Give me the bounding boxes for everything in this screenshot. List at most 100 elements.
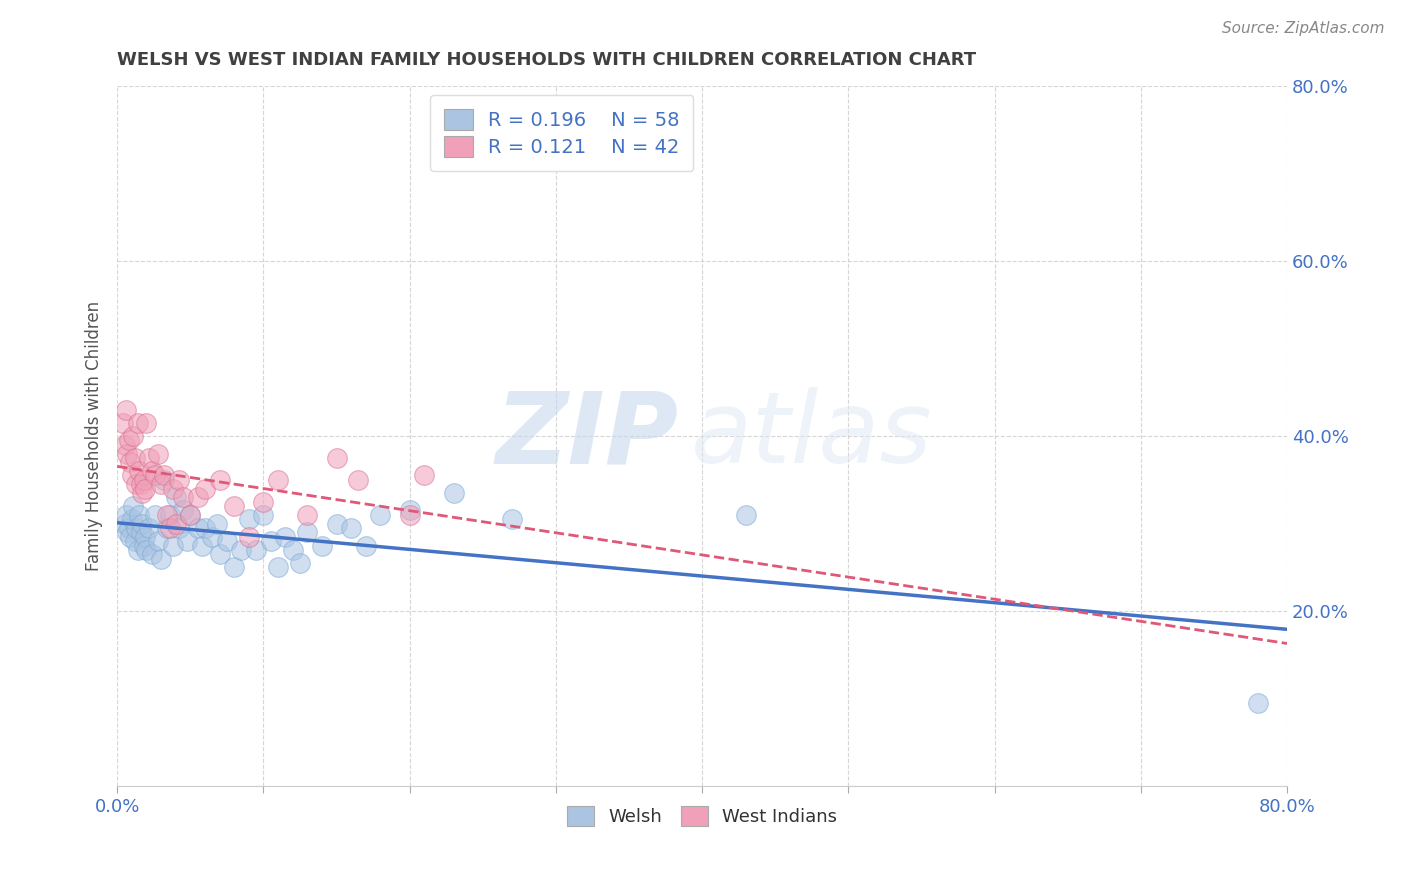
- Point: [141, 464, 163, 478]
- Point: [125, 477, 148, 491]
- Point: [179, 508, 201, 522]
- Text: WELSH VS WEST INDIAN FAMILY HOUSEHOLDS WITH CHILDREN CORRELATION CHART: WELSH VS WEST INDIAN FAMILY HOUSEHOLDS W…: [117, 51, 976, 69]
- Point: [138, 521, 160, 535]
- Point: [208, 547, 231, 561]
- Point: [201, 530, 224, 544]
- Point: [118, 521, 141, 535]
- Point: [112, 416, 135, 430]
- Point: [413, 468, 436, 483]
- Point: [132, 539, 155, 553]
- Point: [120, 530, 142, 544]
- Point: [238, 530, 260, 544]
- Point: [115, 402, 138, 417]
- Point: [128, 464, 150, 478]
- Text: Source: ZipAtlas.com: Source: ZipAtlas.com: [1222, 21, 1385, 36]
- Point: [121, 468, 143, 483]
- Point: [146, 446, 169, 460]
- Point: [205, 516, 228, 531]
- Point: [121, 512, 143, 526]
- Point: [118, 434, 141, 448]
- Point: [297, 508, 319, 522]
- Point: [340, 521, 363, 535]
- Point: [165, 516, 187, 531]
- Point: [260, 534, 283, 549]
- Point: [127, 416, 149, 430]
- Point: [398, 508, 420, 522]
- Point: [131, 516, 153, 531]
- Point: [134, 530, 156, 544]
- Point: [735, 508, 758, 522]
- Point: [156, 521, 179, 535]
- Point: [114, 516, 136, 531]
- Point: [124, 450, 146, 465]
- Point: [143, 468, 166, 483]
- Point: [443, 486, 465, 500]
- Y-axis label: Family Households with Children: Family Households with Children: [86, 301, 103, 571]
- Point: [245, 542, 267, 557]
- Point: [117, 446, 139, 460]
- Point: [114, 438, 136, 452]
- Point: [194, 521, 217, 535]
- Point: [120, 455, 142, 469]
- Point: [156, 508, 179, 522]
- Point: [172, 491, 194, 505]
- Point: [274, 530, 297, 544]
- Point: [215, 534, 238, 549]
- Point: [288, 556, 311, 570]
- Point: [231, 542, 253, 557]
- Text: ZIP: ZIP: [496, 387, 679, 484]
- Point: [172, 503, 194, 517]
- Point: [187, 491, 209, 505]
- Point: [132, 473, 155, 487]
- Point: [153, 468, 176, 483]
- Point: [224, 499, 246, 513]
- Point: [146, 534, 169, 549]
- Point: [141, 547, 163, 561]
- Point: [347, 473, 370, 487]
- Point: [325, 450, 347, 465]
- Point: [267, 473, 290, 487]
- Point: [1247, 696, 1270, 710]
- Point: [143, 508, 166, 522]
- Point: [179, 508, 201, 522]
- Point: [122, 429, 145, 443]
- Point: [267, 560, 290, 574]
- Point: [115, 508, 138, 522]
- Point: [135, 416, 157, 430]
- Point: [176, 534, 198, 549]
- Point: [281, 542, 304, 557]
- Point: [162, 482, 184, 496]
- Point: [131, 486, 153, 500]
- Point: [159, 521, 181, 535]
- Point: [165, 491, 187, 505]
- Point: [138, 450, 160, 465]
- Point: [135, 542, 157, 557]
- Point: [398, 503, 420, 517]
- Point: [167, 521, 190, 535]
- Point: [187, 521, 209, 535]
- Point: [252, 494, 274, 508]
- Point: [224, 560, 246, 574]
- Point: [150, 551, 173, 566]
- Point: [129, 525, 152, 540]
- Point: [153, 473, 176, 487]
- Point: [127, 542, 149, 557]
- Point: [501, 512, 523, 526]
- Text: atlas: atlas: [690, 387, 932, 484]
- Point: [129, 477, 152, 491]
- Legend: Welsh, West Indians: Welsh, West Indians: [560, 799, 844, 833]
- Point: [162, 539, 184, 553]
- Point: [208, 473, 231, 487]
- Point: [128, 508, 150, 522]
- Point: [134, 482, 156, 496]
- Point: [125, 521, 148, 535]
- Point: [122, 499, 145, 513]
- Point: [150, 477, 173, 491]
- Point: [238, 512, 260, 526]
- Point: [370, 508, 392, 522]
- Point: [311, 539, 333, 553]
- Point: [354, 539, 377, 553]
- Point: [167, 473, 190, 487]
- Point: [297, 525, 319, 540]
- Point: [252, 508, 274, 522]
